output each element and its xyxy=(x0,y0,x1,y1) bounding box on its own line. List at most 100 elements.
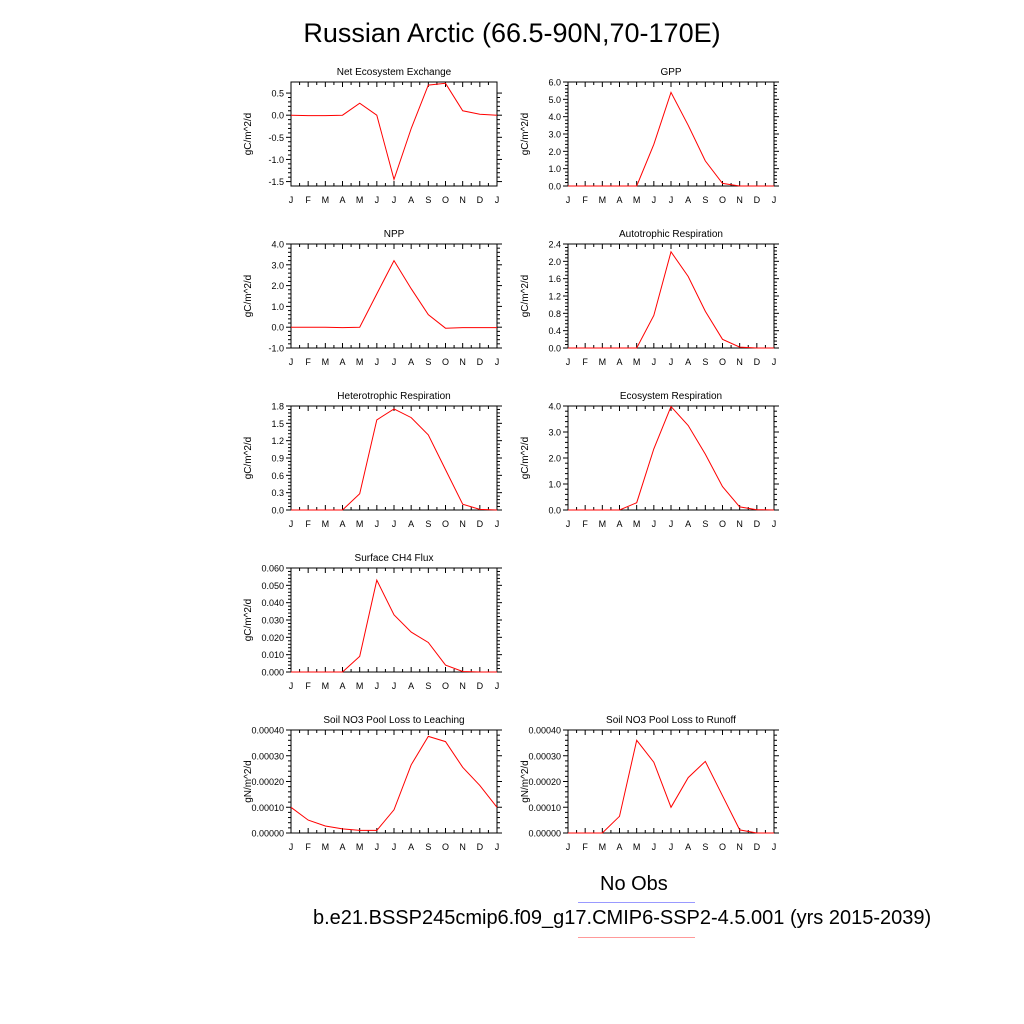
y-tick-label: 0.00010 xyxy=(251,803,284,813)
plot-frame xyxy=(567,81,775,187)
x-tick-label: J xyxy=(375,842,380,852)
x-tick-label: J xyxy=(669,357,674,367)
x-tick-label: J xyxy=(289,519,294,529)
y-tick-label: 0.0 xyxy=(271,323,284,333)
panel-title: NPP xyxy=(384,229,405,240)
x-tick-label: O xyxy=(719,842,726,852)
y-tick-label: 0.6 xyxy=(271,471,284,481)
y-axis-label: gC/m^2/d xyxy=(243,275,254,318)
y-tick-label: -1.5 xyxy=(268,177,284,187)
x-tick-label: J xyxy=(669,842,674,852)
y-axis-label: gC/m^2/d xyxy=(520,275,531,318)
x-tick-label: O xyxy=(719,195,726,205)
legend-model-label: b.e21.BSSP245cmip6.f09_g17.CMIP6-SSP2-4.… xyxy=(313,907,932,929)
y-tick-label: -1.0 xyxy=(268,344,284,354)
x-tick-label: J xyxy=(652,357,657,367)
panel-title: Soil NO3 Pool Loss to Leaching xyxy=(323,715,464,726)
y-tick-label: 0.00020 xyxy=(528,777,561,787)
x-tick-label: M xyxy=(599,842,607,852)
panel-title: Net Ecosystem Exchange xyxy=(337,67,452,78)
x-tick-label: J xyxy=(669,519,674,529)
y-tick-label: 2.0 xyxy=(548,257,561,267)
x-tick-label: S xyxy=(425,842,431,852)
x-tick-label: J xyxy=(289,842,294,852)
x-tick-label: A xyxy=(408,519,414,529)
x-tick-label: O xyxy=(442,519,449,529)
panel-title: Autotrophic Respiration xyxy=(619,229,723,240)
y-tick-label: 2.0 xyxy=(271,281,284,291)
x-tick-label: M xyxy=(322,681,330,691)
x-tick-label: A xyxy=(685,519,691,529)
x-tick-label: J xyxy=(669,195,674,205)
y-tick-label: 0.0 xyxy=(548,344,561,354)
x-tick-label: N xyxy=(459,195,466,205)
y-tick-label: 4.0 xyxy=(271,240,284,250)
x-tick-label: A xyxy=(339,357,345,367)
x-tick-label: A xyxy=(616,195,622,205)
x-tick-label: M xyxy=(633,195,641,205)
x-tick-label: M xyxy=(599,519,607,529)
y-tick-label: 0.00010 xyxy=(528,803,561,813)
x-tick-label: A xyxy=(339,195,345,205)
x-tick-label: S xyxy=(702,519,708,529)
x-tick-label: A xyxy=(408,357,414,367)
x-tick-label: D xyxy=(754,519,761,529)
y-axis-label: gC/m^2/d xyxy=(520,437,531,480)
series-line xyxy=(291,578,497,673)
x-tick-label: M xyxy=(322,519,330,529)
y-tick-label: 1.5 xyxy=(271,419,284,429)
x-tick-label: A xyxy=(339,519,345,529)
y-tick-label: 0.5 xyxy=(271,89,284,99)
x-tick-label: A xyxy=(339,681,345,691)
y-tick-label: 3.0 xyxy=(548,130,561,140)
y-tick-label: 0.040 xyxy=(261,598,284,608)
plot-frame xyxy=(567,729,775,834)
x-tick-label: J xyxy=(566,357,571,367)
x-tick-label: J xyxy=(392,357,397,367)
x-tick-label: J xyxy=(566,519,571,529)
x-tick-label: A xyxy=(685,357,691,367)
y-tick-label: 3.0 xyxy=(271,260,284,270)
x-tick-label: J xyxy=(495,519,500,529)
plot-frame xyxy=(290,729,498,834)
x-tick-label: D xyxy=(754,357,761,367)
y-tick-label: 0.0 xyxy=(271,111,284,121)
x-tick-label: N xyxy=(736,195,743,205)
y-tick-label: 5.0 xyxy=(548,95,561,105)
y-tick-label: 2.4 xyxy=(548,240,561,250)
y-tick-label: 0.00040 xyxy=(251,726,284,736)
x-tick-label: M xyxy=(599,357,607,367)
x-tick-label: S xyxy=(702,195,708,205)
y-tick-label: 1.6 xyxy=(548,274,561,284)
x-tick-label: N xyxy=(736,519,743,529)
y-tick-label: 1.0 xyxy=(548,480,561,490)
y-tick-label: 1.8 xyxy=(271,402,284,412)
panel-title: Ecosystem Respiration xyxy=(620,391,722,402)
panel-8: Soil NO3 Pool Loss to Leaching gN/m^2/d J F… xyxy=(243,715,502,852)
x-tick-label: D xyxy=(754,195,761,205)
x-tick-label: M xyxy=(356,842,364,852)
x-tick-label: F xyxy=(582,842,588,852)
y-tick-label: 0.00040 xyxy=(528,726,561,736)
y-tick-label: 0.00000 xyxy=(251,829,284,839)
x-tick-label: S xyxy=(425,519,431,529)
y-tick-label: -0.5 xyxy=(268,133,284,143)
y-axis-label: gC/m^2/d xyxy=(243,599,254,642)
x-tick-label: O xyxy=(719,519,726,529)
series-line xyxy=(290,82,498,182)
y-tick-label: 0.000 xyxy=(261,668,284,678)
x-tick-label: F xyxy=(305,357,311,367)
legend-obs-line xyxy=(578,902,695,903)
x-tick-label: M xyxy=(322,195,330,205)
x-tick-label: D xyxy=(477,195,484,205)
series-line xyxy=(291,408,498,511)
y-tick-label: 1.0 xyxy=(271,302,284,312)
x-tick-label: J xyxy=(375,357,380,367)
y-tick-label: 6.0 xyxy=(548,78,561,88)
x-tick-label: S xyxy=(425,195,431,205)
x-tick-label: A xyxy=(339,842,345,852)
x-tick-label: J xyxy=(375,681,380,691)
